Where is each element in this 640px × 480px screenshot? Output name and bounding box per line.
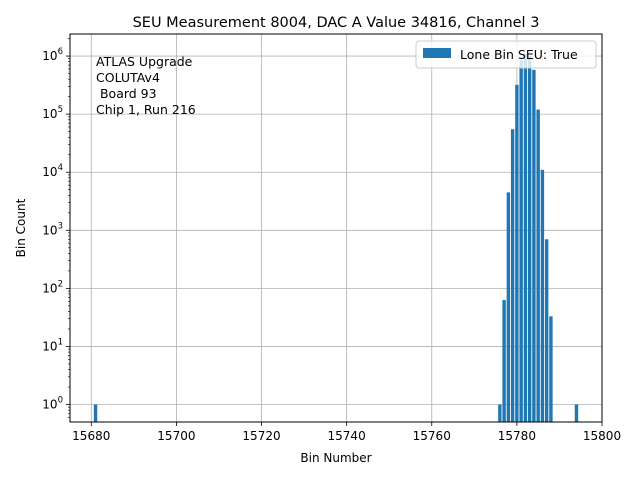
y-tick-label: 103 [42,221,63,237]
chart-title: SEU Measurement 8004, DAC A Value 34816,… [133,15,540,31]
y-tick-label: 104 [42,163,63,179]
histogram-bar [510,129,515,422]
annotation-line-2: COLUTAv4 [96,70,160,85]
histogram-bar [532,69,536,422]
histogram-bar [93,404,98,422]
histogram-bar [536,109,540,422]
y-axis-label: Bin Count [14,198,28,257]
legend-swatch [423,48,451,58]
legend-box [415,40,597,69]
y-axis-ticks: 100 101 102 103 104 105 106 [42,38,70,418]
x-tick-label: 15740 [328,429,366,443]
annotation-line-1: ATLAS Upgrade [96,54,193,69]
y-tick-label: 102 [42,279,63,295]
x-tick-label: 15780 [498,429,536,443]
x-tick-label: 15720 [242,429,280,443]
histogram-bar [515,84,519,422]
x-tick-label: 15800 [583,429,621,443]
annotation-text: ATLAS Upgrade COLUTAv4 Board 93 Chip 1, … [96,54,196,117]
histogram-bar [498,404,502,422]
histogram-bar [506,192,511,422]
x-tick-label: 15700 [157,429,195,443]
x-axis-ticks: 15680 15700 15720 15740 15760 15780 15800 [72,422,621,443]
y-tick-label: 100 [42,396,63,412]
histogram-bar [519,60,523,422]
histogram-bar [540,169,545,422]
legend-label: Lone Bin SEU: True [460,47,578,62]
annotation-line-3: Board 93 [96,86,157,101]
plot-frame [69,33,603,423]
histogram-bar [574,404,579,422]
y-tick-label: 101 [42,337,63,353]
histogram-bar [544,239,549,422]
histogram-bar [502,300,506,422]
x-axis-label: Bin Number [300,451,371,465]
annotation-line-4: Chip 1, Run 216 [96,102,196,117]
histogram-bar [527,56,532,423]
histogram-bar [523,53,528,423]
x-tick-label: 15760 [413,429,451,443]
y-tick-label: 106 [42,47,63,63]
y-tick-label: 105 [42,105,63,121]
x-tick-label: 15680 [72,429,110,443]
bars [93,53,579,423]
histogram-bar [549,316,553,422]
legend: Lone Bin SEU: True [415,40,597,69]
